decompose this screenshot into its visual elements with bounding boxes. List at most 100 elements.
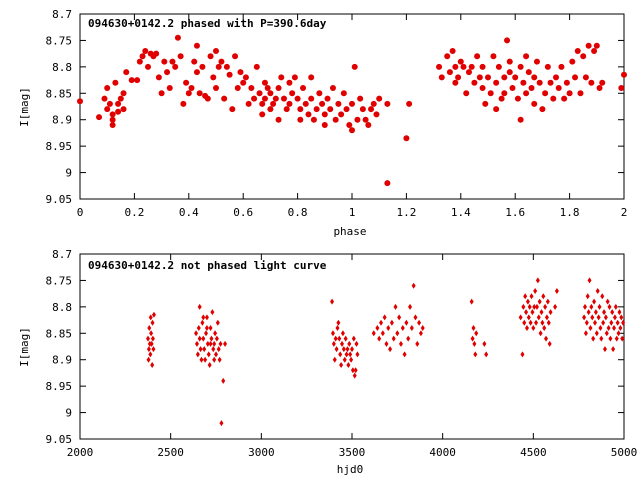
y-tick-label: 8.95 <box>46 380 73 393</box>
data-point <box>204 330 209 337</box>
data-point <box>501 90 508 97</box>
data-point <box>536 314 541 321</box>
data-point <box>402 351 407 358</box>
data-point <box>474 330 479 337</box>
data-point <box>324 95 331 102</box>
data-point <box>223 340 228 347</box>
data-point <box>216 346 221 353</box>
x-tick-label: 1.6 <box>505 206 525 219</box>
data-point <box>196 90 203 97</box>
data-point <box>283 106 290 113</box>
data-point <box>555 85 562 91</box>
data-point <box>376 95 383 102</box>
data-point <box>139 53 146 60</box>
data-point <box>362 116 369 123</box>
data-point <box>620 335 625 342</box>
data-point <box>531 100 538 107</box>
data-point <box>338 351 343 358</box>
data-point <box>592 319 597 326</box>
data-point <box>123 69 130 76</box>
data-point <box>583 330 588 337</box>
data-point <box>164 69 171 76</box>
data-point <box>531 74 538 81</box>
x-tick-label: 4500 <box>520 446 547 459</box>
data-point <box>172 63 179 70</box>
data-point <box>147 325 152 331</box>
data-point <box>444 53 451 60</box>
data-point <box>611 346 616 353</box>
data-point <box>400 325 405 331</box>
data-point <box>365 122 372 128</box>
data-point <box>346 122 353 128</box>
data-point <box>591 335 596 342</box>
data-point <box>509 85 516 91</box>
data-point <box>355 351 360 358</box>
data-point <box>112 79 119 86</box>
data-point <box>215 319 220 326</box>
data-point <box>380 330 385 337</box>
data-point <box>77 98 83 105</box>
data-point <box>518 314 523 321</box>
y-tick-label: 8.85 <box>46 87 73 100</box>
data-point <box>199 63 206 70</box>
data-point <box>438 74 445 81</box>
y-tick-label: 8.9 <box>52 114 72 127</box>
data-point <box>411 282 416 289</box>
data-point <box>593 309 598 316</box>
data-point <box>146 335 150 342</box>
data-point <box>413 314 418 321</box>
data-point <box>547 340 552 347</box>
data-point <box>193 69 200 76</box>
data-point <box>546 319 551 326</box>
data-point <box>520 79 527 86</box>
y-tick-labels: 8.7 8.75 8.8 8.85 8.9 8.95 9 9.05 <box>46 248 73 446</box>
data-point <box>384 100 391 107</box>
data-point <box>177 53 184 60</box>
data-point <box>207 53 214 60</box>
data-point <box>183 79 190 86</box>
data-point <box>210 74 217 81</box>
data-point <box>169 58 176 65</box>
data-point <box>321 122 328 128</box>
data-point <box>533 58 540 65</box>
data-point <box>349 127 355 134</box>
data-point <box>321 111 328 118</box>
y-tick-label: 8.95 <box>46 140 73 153</box>
data-point <box>142 48 149 54</box>
data-point <box>286 79 293 86</box>
data-point <box>338 111 345 118</box>
data-point <box>334 346 339 353</box>
data-point <box>595 288 600 294</box>
data-point <box>151 311 156 318</box>
data-point <box>203 356 208 363</box>
data-point <box>218 58 225 65</box>
data-point <box>472 340 477 347</box>
data-point <box>484 351 489 358</box>
data-point <box>506 69 513 76</box>
y-tick-label: 8.8 <box>52 301 72 314</box>
data-point <box>408 303 413 310</box>
data-point <box>446 69 453 76</box>
data-point <box>539 309 544 316</box>
data-point <box>153 50 160 57</box>
data-point <box>482 100 489 107</box>
x-tick-labels: 0 0.2 0.4 0.6 0.8 1 1.2 1.4 1.6 1.8 2 <box>77 206 628 219</box>
data-point <box>191 58 198 65</box>
data-point <box>333 335 338 342</box>
data-point <box>572 74 579 81</box>
data-point <box>498 95 505 102</box>
data-point <box>240 79 247 86</box>
data-point <box>253 63 260 70</box>
data-point <box>340 330 345 337</box>
data-point <box>528 85 535 91</box>
data-point <box>195 351 200 358</box>
data-point <box>354 340 359 347</box>
data-point <box>457 58 464 65</box>
data-point <box>527 303 532 310</box>
data-point <box>525 69 532 76</box>
data-point <box>470 335 475 342</box>
data-point <box>297 116 304 123</box>
y-axis-label: I[mag] <box>18 87 31 127</box>
data-point <box>200 319 205 326</box>
data-point <box>357 95 364 102</box>
